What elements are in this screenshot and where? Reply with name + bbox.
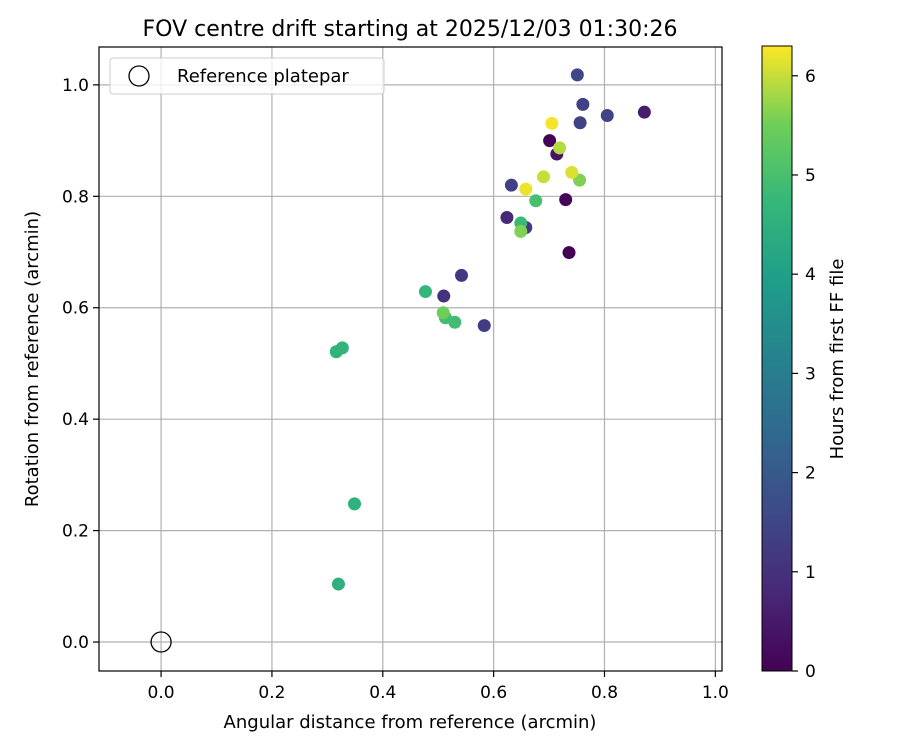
data-point bbox=[529, 194, 543, 208]
data-point bbox=[477, 319, 491, 333]
y-tick-label: 0.4 bbox=[62, 410, 89, 430]
data-point bbox=[418, 285, 432, 299]
colorbar-tick-label: 4 bbox=[805, 265, 816, 285]
y-tick-label: 1.0 bbox=[62, 76, 89, 96]
data-point bbox=[573, 116, 587, 130]
x-tick-label: 0.4 bbox=[369, 683, 396, 703]
axes-frame bbox=[98, 46, 723, 672]
colorbar-tick-label: 1 bbox=[805, 563, 816, 583]
data-point bbox=[570, 68, 584, 82]
colorbar-label: Hours from first FF file bbox=[827, 259, 848, 460]
data-point bbox=[637, 105, 651, 119]
data-point bbox=[335, 341, 349, 355]
colorbar-tick-label: 0 bbox=[805, 662, 816, 682]
colorbar-gradient bbox=[761, 45, 793, 672]
x-axis-ticks: 0.0 0.2 0.4 0.6 0.8 1.0 bbox=[148, 671, 729, 703]
data-point bbox=[537, 170, 551, 184]
x-tick-label: 0.8 bbox=[591, 683, 618, 703]
y-axis-label: Rotation from reference (arcmin) bbox=[22, 211, 43, 507]
data-point bbox=[576, 97, 590, 111]
data-points bbox=[329, 68, 651, 591]
data-point bbox=[437, 289, 451, 303]
data-point bbox=[543, 134, 557, 148]
legend: Reference platepar bbox=[109, 57, 385, 95]
data-point bbox=[562, 246, 576, 260]
y-tick-label: 0.8 bbox=[62, 187, 89, 207]
data-point bbox=[331, 577, 345, 591]
data-point bbox=[600, 109, 614, 123]
colorbar-tick-label: 3 bbox=[805, 364, 816, 384]
plot-area bbox=[99, 47, 722, 671]
legend-reference-marker-icon bbox=[128, 65, 150, 87]
colorbar-tick-label: 2 bbox=[805, 464, 816, 484]
data-point bbox=[565, 165, 579, 179]
x-tick-label: 0.0 bbox=[148, 683, 175, 703]
data-point bbox=[553, 141, 567, 155]
data-point bbox=[436, 306, 450, 320]
colorbar: 0 1 2 3 4 5 6 Hours from first FF file bbox=[761, 45, 848, 682]
y-tick-label: 0.6 bbox=[62, 299, 89, 319]
data-point bbox=[504, 178, 518, 192]
y-tick-label: 0.2 bbox=[62, 522, 89, 542]
colorbar-tick-label: 5 bbox=[805, 166, 816, 186]
data-point bbox=[454, 268, 468, 282]
colorbar-tick-label: 6 bbox=[805, 67, 816, 87]
y-tick-label: 0.0 bbox=[62, 633, 89, 653]
legend-entry-reference-platepar: Reference platepar bbox=[177, 66, 349, 87]
reference-point-marker bbox=[150, 631, 172, 653]
data-point bbox=[500, 210, 514, 224]
data-point bbox=[559, 193, 573, 207]
colorbar-ticks: 0 1 2 3 4 5 6 bbox=[792, 67, 816, 682]
data-point bbox=[519, 182, 533, 196]
x-tick-label: 0.6 bbox=[480, 683, 507, 703]
reference-marker-group bbox=[150, 631, 172, 653]
data-point bbox=[348, 497, 362, 511]
x-tick-label: 0.2 bbox=[258, 683, 285, 703]
chart-title: FOV centre drift starting at 2025/12/03 … bbox=[143, 17, 678, 42]
data-point bbox=[514, 224, 528, 238]
data-point bbox=[545, 116, 559, 130]
legend-box bbox=[109, 57, 385, 95]
data-point bbox=[448, 315, 462, 329]
x-tick-label: 1.0 bbox=[702, 683, 729, 703]
x-axis-label: Angular distance from reference (arcmin) bbox=[224, 712, 597, 733]
y-axis-ticks: 0.0 0.2 0.4 0.6 0.8 1.0 bbox=[62, 76, 99, 653]
